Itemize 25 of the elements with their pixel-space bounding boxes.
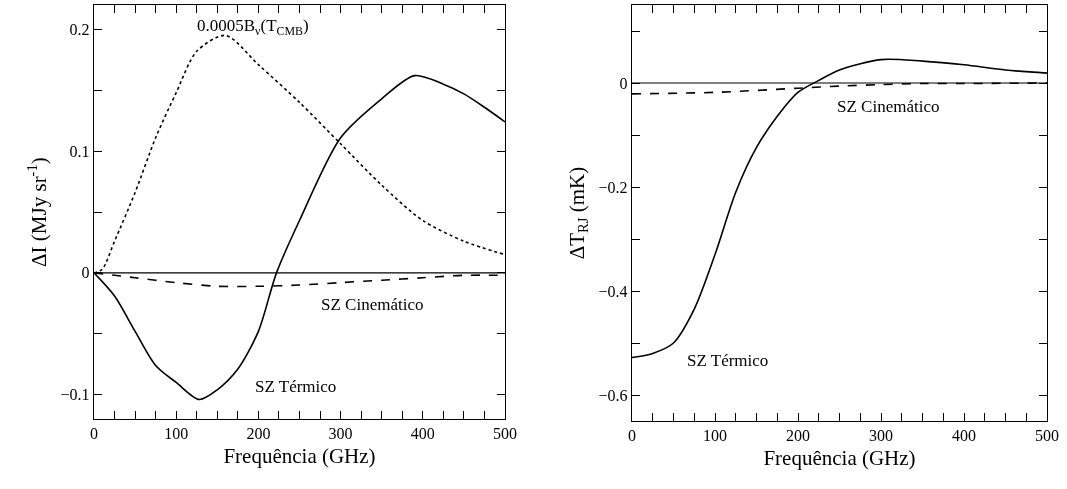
x-tick-label: 100 (164, 425, 189, 443)
y-tick-label: 0 (619, 74, 628, 92)
x-tick-label: 200 (246, 425, 271, 443)
annotation: SZ Cinemático (321, 295, 424, 314)
y-tick-label: 0.1 (69, 142, 90, 160)
y-tick-label: −0.1 (60, 386, 90, 404)
y-tick-label: 0.2 (69, 20, 90, 38)
x-tick-label: 300 (328, 425, 353, 443)
y-tick-label: −0.2 (598, 178, 628, 196)
x-tick-label: 500 (493, 425, 517, 443)
x-tick-label: 400 (952, 427, 976, 445)
annotation: 0.0005B$_{ν}$(T$_{CMB}$) (197, 16, 309, 38)
x-tick-label: 500 (1035, 427, 1059, 445)
annotation: SZ Térmico (255, 377, 337, 396)
annotation: SZ Cinemático (837, 97, 940, 116)
y-tick-label: −0.4 (598, 282, 628, 300)
x-tick-label: 100 (703, 427, 727, 445)
x-tick-label: 400 (410, 425, 435, 443)
x-axis-title: Frequência (GHz) (763, 445, 916, 470)
annotation: SZ Térmico (687, 351, 769, 370)
x-axis-title: Frequência (GHz) (223, 443, 376, 468)
x-tick-label: 300 (869, 427, 893, 445)
y-tick-label: 0 (81, 264, 90, 282)
y-tick-label: −0.6 (598, 386, 628, 404)
x-tick-label: 200 (786, 427, 810, 445)
